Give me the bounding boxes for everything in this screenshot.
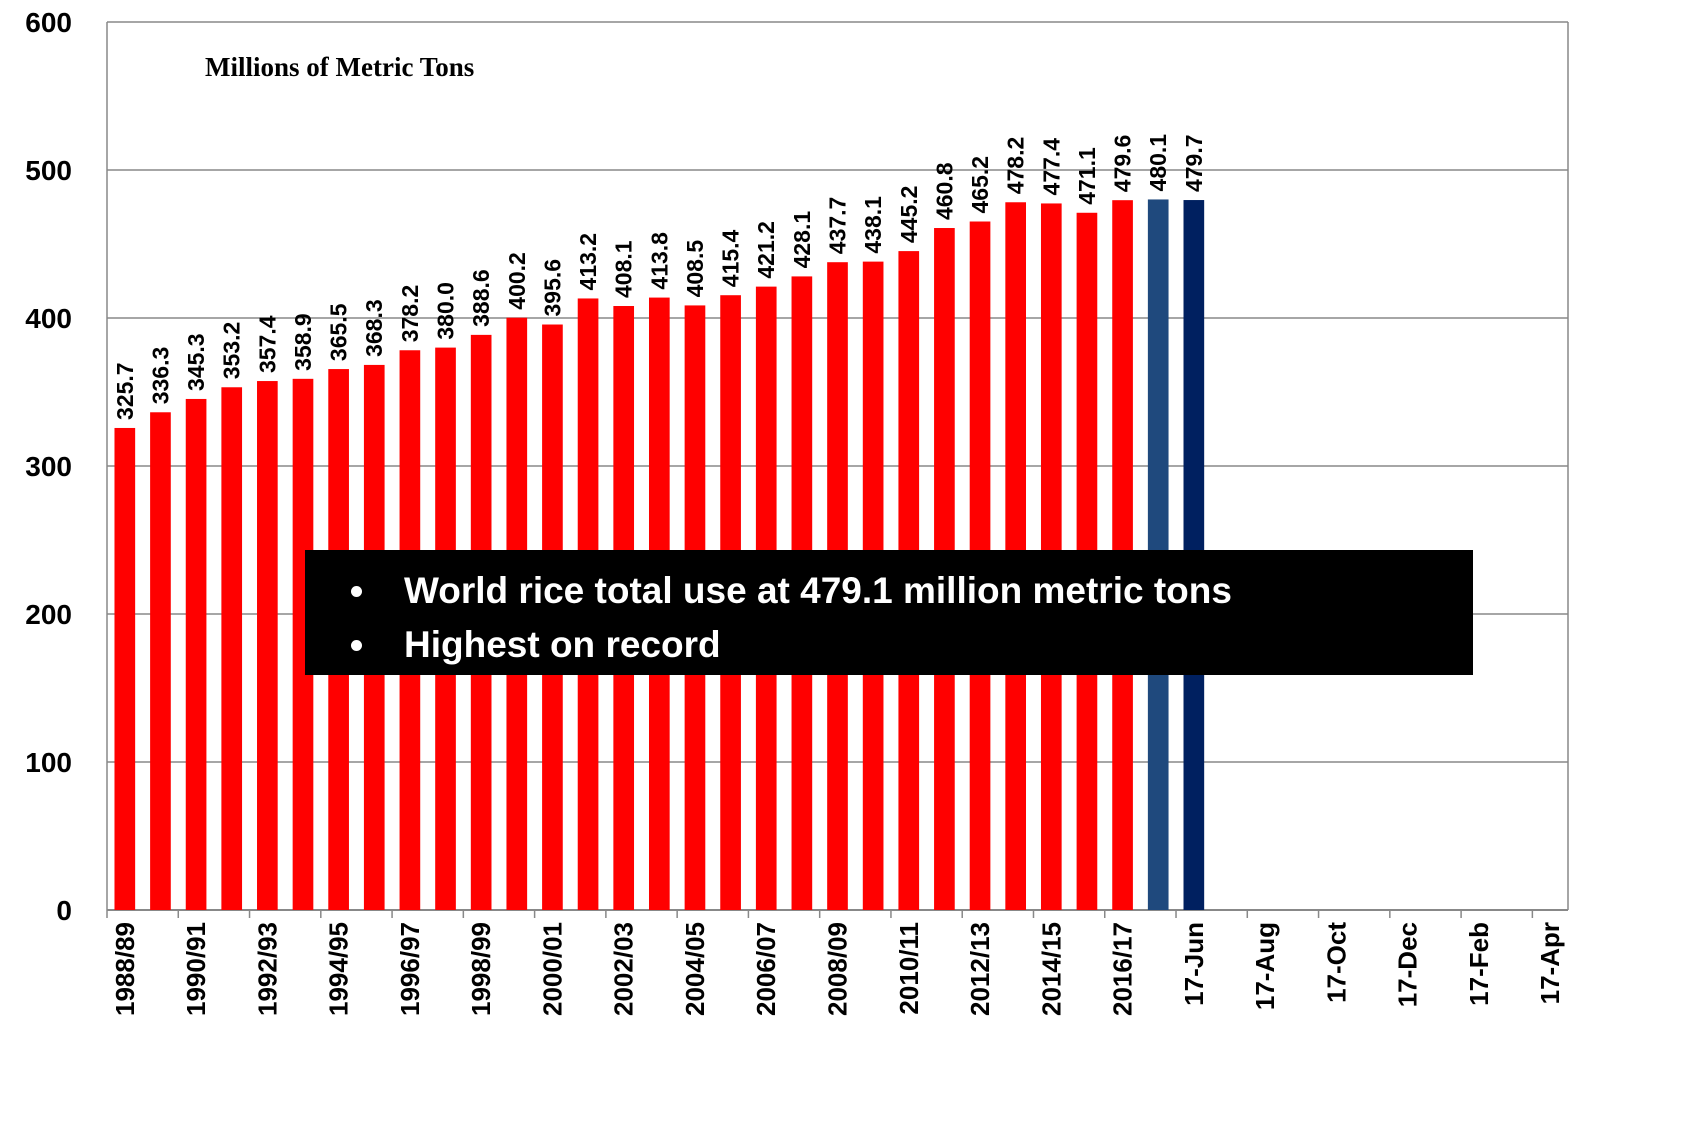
value-label: 408.1 [611, 240, 637, 298]
value-label: 413.2 [575, 233, 601, 291]
x-tick-label: 1994/95 [324, 922, 354, 1016]
value-label: 388.6 [468, 269, 494, 327]
bar [292, 378, 314, 910]
value-label: 479.6 [1110, 135, 1136, 193]
x-tick-label: 17-Dec [1393, 922, 1423, 1007]
x-tick-label: 17-Feb [1464, 922, 1494, 1006]
y-tick-label: 100 [25, 747, 72, 778]
x-tick-label: 1996/97 [395, 922, 425, 1016]
bar [150, 412, 171, 910]
y-tick-label: 0 [56, 895, 72, 926]
y-tick-label: 200 [25, 599, 72, 630]
value-label: 465.2 [967, 156, 993, 214]
x-tick-label: 1998/99 [466, 922, 496, 1016]
value-label: 471.1 [1074, 147, 1100, 205]
value-label: 325.7 [112, 362, 138, 420]
value-label: 460.8 [931, 162, 957, 220]
bar [221, 387, 243, 910]
x-tick-label: 2006/07 [751, 922, 781, 1016]
value-label: 421.2 [753, 221, 779, 279]
bar [114, 427, 136, 910]
x-tick-label: 17-Jun [1179, 922, 1209, 1006]
x-tick-label: 2012/13 [965, 922, 995, 1016]
bar [257, 381, 278, 911]
value-label: 378.2 [397, 285, 423, 343]
x-tick-label: 1992/93 [252, 922, 282, 1016]
x-tick-label: 2004/05 [680, 922, 710, 1016]
value-label: 336.3 [147, 347, 173, 405]
annotation-item: Highest on record [380, 618, 1473, 672]
value-label: 365.5 [326, 303, 352, 361]
x-tick-label: 2010/11 [894, 922, 924, 1015]
x-tick-label: 2008/09 [823, 922, 853, 1016]
chart-subtitle: Millions of Metric Tons [205, 52, 474, 82]
y-tick-label: 400 [25, 303, 72, 334]
x-tick-label: 1988/89 [110, 922, 140, 1016]
value-label: 445.2 [896, 186, 922, 244]
value-label: 368.3 [361, 299, 387, 357]
value-label: 437.7 [825, 197, 851, 255]
x-tick-label: 2014/15 [1036, 922, 1066, 1016]
value-label: 415.4 [718, 229, 744, 287]
x-tick-label: 2016/17 [1108, 922, 1138, 1016]
annotation-list: World rice total use at 479.1 million me… [305, 550, 1473, 672]
x-tick-label: 2000/01 [537, 922, 567, 1016]
x-tick-label: 2002/03 [609, 922, 639, 1016]
value-label: 408.5 [682, 240, 708, 298]
value-label: 480.1 [1145, 134, 1171, 192]
annotation-box: World rice total use at 479.1 million me… [305, 550, 1473, 675]
value-label: 345.3 [183, 333, 209, 391]
annotation-item: World rice total use at 479.1 million me… [380, 564, 1473, 618]
value-label: 395.6 [539, 259, 565, 317]
value-label: 438.1 [860, 196, 886, 254]
value-label: 477.4 [1038, 138, 1064, 196]
value-label: 478.2 [1003, 137, 1029, 195]
x-tick-label: 17-Aug [1250, 922, 1280, 1010]
value-label: 380.0 [433, 282, 459, 340]
value-label: 428.1 [789, 211, 815, 269]
value-label: 358.9 [290, 313, 316, 371]
y-tick-label: 300 [25, 451, 72, 482]
value-label: 479.7 [1181, 134, 1207, 192]
value-label: 400.2 [504, 252, 530, 310]
value-label: 413.8 [646, 232, 672, 290]
x-tick-label: 1990/91 [181, 922, 211, 1016]
y-tick-label: 600 [25, 7, 72, 38]
x-tick-label: 17-Oct [1321, 922, 1351, 1003]
value-label: 353.2 [219, 322, 245, 380]
bar [185, 398, 207, 910]
y-tick-label: 500 [25, 155, 72, 186]
x-tick-label: 17-Apr [1535, 922, 1565, 1004]
value-label: 357.4 [254, 315, 280, 373]
